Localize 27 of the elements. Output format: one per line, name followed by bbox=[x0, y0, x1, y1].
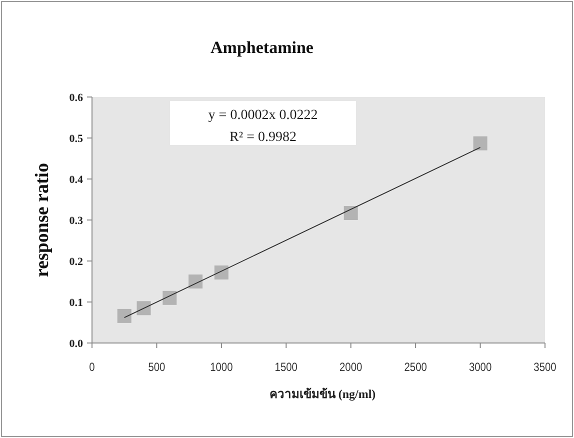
x-axis-title: ความเข้มข้น (ng/ml) bbox=[269, 387, 376, 401]
x-tick-label: 2000 bbox=[340, 361, 362, 374]
x-tick-label: 3000 bbox=[468, 361, 492, 374]
point bbox=[188, 274, 203, 288]
x-tick-label: 2500 bbox=[404, 361, 427, 374]
point bbox=[117, 308, 132, 323]
point bbox=[473, 136, 488, 150]
point bbox=[214, 265, 228, 280]
y-tick-label: 0.1 bbox=[69, 297, 83, 309]
y-tick-label: 0.4 bbox=[69, 174, 84, 186]
y-axis-title: response ratio bbox=[32, 162, 53, 278]
chart-title: Amphetamine bbox=[210, 38, 314, 57]
y-tick-label: 0.3 bbox=[69, 215, 84, 227]
point bbox=[344, 206, 358, 220]
y-tick-label: 0.6 bbox=[69, 92, 84, 104]
y-tick-label: 0.2 bbox=[69, 256, 84, 268]
x-tick-label: 1500 bbox=[274, 361, 298, 374]
y-tick-label: 0.5 bbox=[69, 133, 84, 145]
y-tick-label: 0.0 bbox=[69, 338, 84, 350]
x-tick-label: 500 bbox=[148, 361, 166, 374]
point bbox=[136, 301, 151, 316]
annotation: R² = 0.9982 bbox=[230, 130, 296, 145]
x-tick-label: 0 bbox=[89, 361, 95, 374]
x-tick-label: 1000 bbox=[210, 361, 233, 374]
annotation: y = 0.0002x 0.0222 bbox=[208, 108, 318, 123]
x-tick-label: 3500 bbox=[534, 361, 556, 374]
point bbox=[162, 290, 177, 305]
